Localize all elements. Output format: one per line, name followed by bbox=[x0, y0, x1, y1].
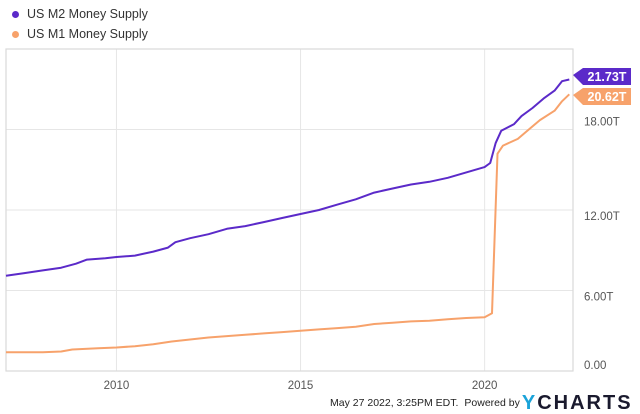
x-tick-label: 2020 bbox=[472, 380, 498, 392]
legend-dot-m2-icon bbox=[12, 10, 19, 18]
legend-item-m1[interactable]: US M1 Money Supply bbox=[12, 24, 148, 44]
powered-by-text: Powered by bbox=[464, 397, 520, 409]
y-tick-label: 18.00T bbox=[584, 117, 620, 129]
legend-label-m2: US M2 Money Supply bbox=[27, 7, 148, 21]
series-lines bbox=[5, 78, 570, 354]
series-line bbox=[5, 78, 570, 277]
end-label-m2-text: 21.73T bbox=[588, 70, 627, 84]
series-line bbox=[6, 93, 570, 354]
grid-lines bbox=[6, 49, 573, 371]
x-axis: 2010 2015 2020 bbox=[104, 380, 498, 392]
y-tick-label: 6.00T bbox=[584, 292, 613, 304]
y-axis: 0.00 6.00T 12.00T 18.00T bbox=[584, 117, 620, 373]
end-label-m1-text: 20.62T bbox=[588, 90, 627, 104]
y-tick-label: 0.00 bbox=[584, 360, 606, 372]
chart-legend: US M2 Money Supply US M1 Money Supply bbox=[12, 4, 148, 44]
timestamp: May 27 2022, 3:25PM EDT. bbox=[330, 397, 459, 409]
end-label-m1: 20.62T bbox=[573, 88, 631, 105]
end-label-m2: 21.73T bbox=[573, 68, 631, 85]
x-tick-label: 2010 bbox=[104, 380, 130, 392]
ycharts-logo[interactable]: YCHARTS bbox=[521, 392, 633, 414]
y-tick-label: 12.00T bbox=[584, 211, 620, 223]
legend-label-m1: US M1 Money Supply bbox=[27, 27, 148, 41]
chart-footer: May 27 2022, 3:25PM EDT. Powered by YCHA… bbox=[330, 392, 633, 414]
x-tick-label: 2015 bbox=[288, 380, 314, 392]
legend-dot-m1-icon bbox=[12, 30, 19, 38]
plot-area bbox=[5, 48, 574, 372]
legend-item-m2[interactable]: US M2 Money Supply bbox=[12, 4, 148, 24]
